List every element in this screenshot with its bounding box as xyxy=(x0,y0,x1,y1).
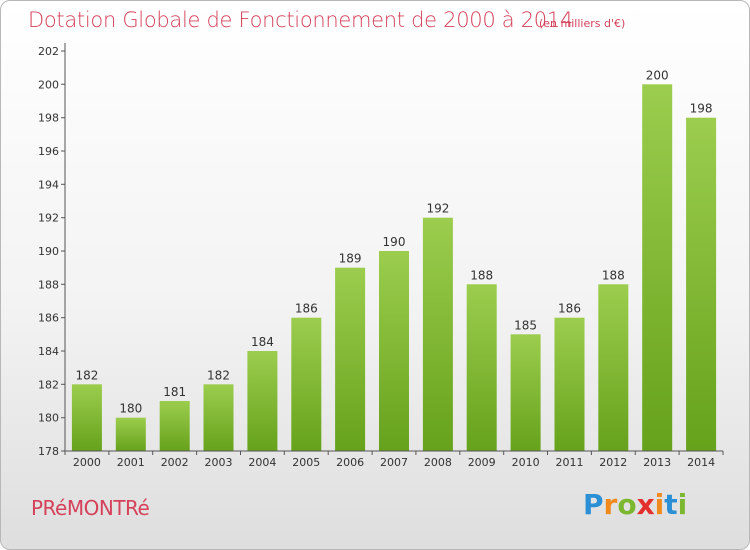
x-tick-label-2014: 2014 xyxy=(687,456,715,469)
y-tick-label-178: 178 xyxy=(38,445,59,458)
data-label-2007: 190 xyxy=(383,235,406,249)
chart-unit: (en milliers d'€) xyxy=(539,17,626,30)
data-label-2003: 182 xyxy=(207,368,230,382)
data-label-2011: 186 xyxy=(558,302,581,316)
data-label-2004: 184 xyxy=(251,335,274,349)
data-label-2008: 192 xyxy=(426,202,449,216)
x-tick-label-2006: 2006 xyxy=(336,456,364,469)
bar-2013 xyxy=(642,84,673,452)
logo-letter: P xyxy=(583,488,604,521)
bar-2004 xyxy=(247,351,278,451)
x-tick-label-2012: 2012 xyxy=(599,456,627,469)
bar-2011 xyxy=(554,317,585,451)
x-tick-label-2009: 2009 xyxy=(468,456,496,469)
bar-2006 xyxy=(335,267,366,451)
x-tick-label-2011: 2011 xyxy=(556,456,584,469)
commune-name: PRéMONTRé xyxy=(31,496,150,520)
y-tick-label-196: 196 xyxy=(38,145,59,158)
logo-letter: r xyxy=(603,488,618,521)
x-tick-label-2008: 2008 xyxy=(424,456,452,469)
logo-letter: o xyxy=(617,488,637,521)
y-tick-label-194: 194 xyxy=(38,178,59,191)
data-label-2009: 188 xyxy=(470,268,493,282)
y-tick-label-180: 180 xyxy=(38,412,59,425)
data-label-2005: 186 xyxy=(295,302,318,316)
bar-2002 xyxy=(159,401,190,451)
y-tick-label-184: 184 xyxy=(38,345,59,358)
x-tick-label-2001: 2001 xyxy=(117,456,145,469)
x-tick-label-2007: 2007 xyxy=(380,456,408,469)
proxiti-logo: Proxiti xyxy=(583,488,687,521)
y-tick-label-200: 200 xyxy=(38,78,59,91)
x-tick-label-2003: 2003 xyxy=(205,456,233,469)
bar-2009 xyxy=(466,284,497,451)
x-tick-label-2013: 2013 xyxy=(643,456,671,469)
data-label-2010: 185 xyxy=(514,318,537,332)
x-tick-label-2004: 2004 xyxy=(248,456,276,469)
x-tick-label-2002: 2002 xyxy=(161,456,189,469)
data-label-2013: 200 xyxy=(646,68,669,82)
logo-letter: t xyxy=(664,488,678,521)
bar-2007 xyxy=(379,251,409,451)
bars-layer: 182 180 181 182 184 186 189 190 192 188 185 186 188 2… xyxy=(71,68,717,452)
axis-layer: 2000 2001 2002 2003 2004 2005 2006 2007 2008 2009… xyxy=(38,43,724,469)
bar-2014 xyxy=(686,117,717,451)
logo-letter: i xyxy=(677,488,688,521)
y-tick-label-190: 190 xyxy=(38,245,59,258)
data-label-2006: 189 xyxy=(339,252,362,266)
bar-2005 xyxy=(291,317,322,451)
y-tick-label-182: 182 xyxy=(38,378,59,391)
bar-2012 xyxy=(598,284,629,451)
bar-2001 xyxy=(115,417,146,451)
y-tick-label-198: 198 xyxy=(38,112,59,125)
y-tick-label-186: 186 xyxy=(38,312,59,325)
data-label-2014: 198 xyxy=(690,102,713,116)
data-label-2012: 188 xyxy=(602,268,625,282)
x-tick-label-2010: 2010 xyxy=(512,456,540,469)
bar-2008 xyxy=(422,217,453,451)
x-tick-label-2005: 2005 xyxy=(292,456,320,469)
data-label-2000: 182 xyxy=(75,368,98,382)
y-tick-label-188: 188 xyxy=(38,278,59,291)
bar-2010 xyxy=(510,334,541,451)
bar-2000 xyxy=(71,384,102,451)
logo-letter: i xyxy=(654,488,665,521)
data-label-2001: 180 xyxy=(119,402,142,416)
x-tick-label-2000: 2000 xyxy=(73,456,101,469)
chart-title: Dotation Globale de Fonctionnement de 20… xyxy=(28,8,573,32)
y-tick-label-202: 202 xyxy=(38,45,59,58)
data-label-2002: 181 xyxy=(163,385,186,399)
logo-letter: x xyxy=(636,488,655,521)
y-tick-label-192: 192 xyxy=(38,212,59,225)
bar-2003 xyxy=(203,384,234,451)
